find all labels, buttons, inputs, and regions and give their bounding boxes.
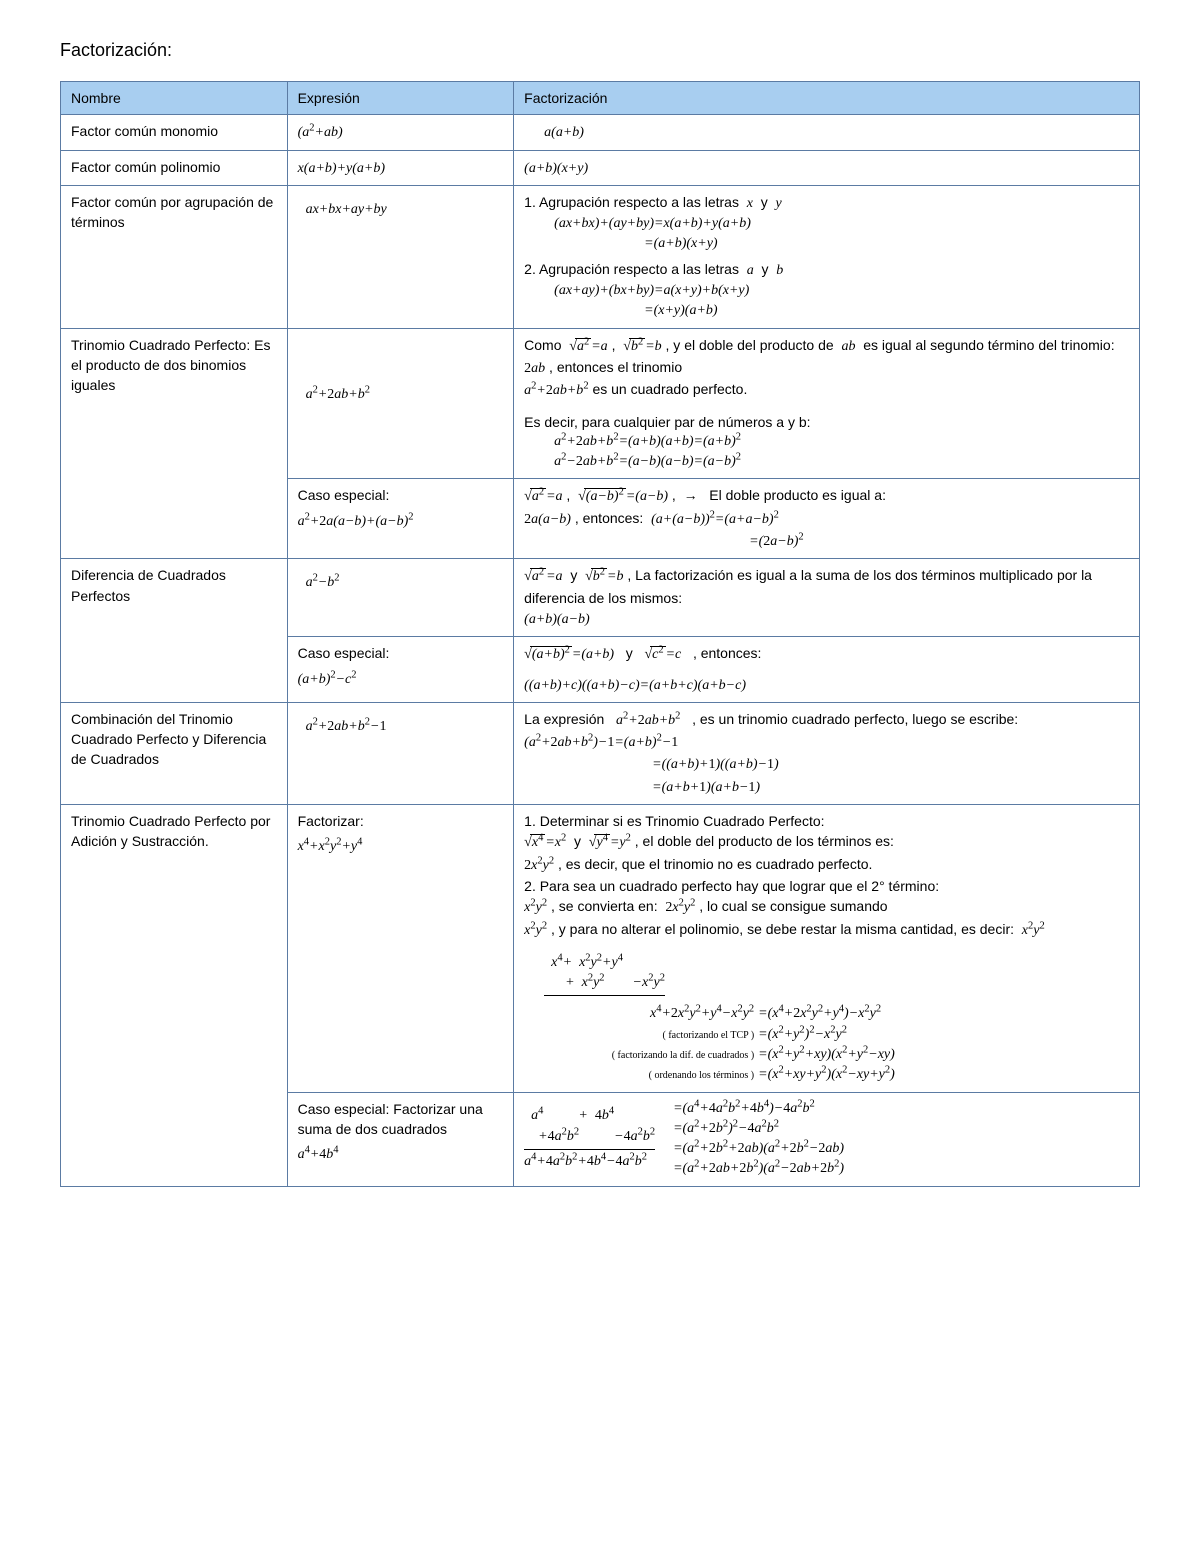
cell-expr: (a2+ab) (287, 115, 514, 150)
cell-expr: Caso especial: Factorizar una suma de do… (287, 1092, 514, 1186)
table-row: Trinomio Cuadrado Perfecto: Es el produc… (61, 328, 1140, 479)
cell-expr: a2−b2 (287, 559, 514, 637)
text: y (626, 645, 633, 661)
text: es igual al segundo término del trinomio… (863, 337, 1114, 353)
cell-name: Diferencia de Cuadrados Perfectos (61, 559, 288, 702)
text: , y para no alterar el polinomio, se deb… (551, 921, 1014, 937)
cell-name: Factor común por agrupación de términos (61, 185, 288, 328)
text: y (574, 833, 581, 849)
text: y (570, 567, 577, 583)
cell-fact: a(a+b) (514, 115, 1140, 150)
text: , entonces el trinomio (549, 359, 682, 375)
note: ( ordenando los términos ) (649, 1070, 755, 1081)
text: Como (524, 337, 561, 353)
factorize-label: Factorizar: (298, 811, 504, 831)
cell-name: Factor común polinomio (61, 150, 288, 185)
text: , lo cual se consigue sumando (699, 898, 887, 914)
text: La expresión (524, 711, 604, 727)
table-row: Factor común polinomio x(a+b)+y(a+b) (a+… (61, 150, 1140, 185)
text: Es decir, para cualquier par de números … (524, 414, 810, 430)
cell-fact: a2=a , (a−b)2=(a−b) , → El doble product… (514, 479, 1140, 559)
text: , entonces: (575, 510, 644, 526)
text: , y el doble del producto de (666, 337, 834, 353)
col-header-name: Nombre (61, 82, 288, 115)
cell-expr: Factorizar: x4+x2y2+y4 (287, 805, 514, 1093)
page-title: Factorización: (60, 40, 1140, 61)
text: , entonces: (693, 645, 762, 661)
table-row: Combinación del Trinomio Cuadrado Perfec… (61, 702, 1140, 804)
cell-fact: (a+b)(x+y) (514, 150, 1140, 185)
col-header-fact: Factorización (514, 82, 1140, 115)
text: es un cuadrado perfecto. (592, 381, 747, 397)
cell-fact: Como a2=a , b2=b , y el doble del produc… (514, 328, 1140, 479)
cell-fact: 1. Agrupación respecto a las letras x y … (514, 185, 1140, 328)
caso-label: Caso especial: (298, 485, 504, 505)
text: , el doble del producto de los términos … (635, 833, 894, 849)
cell-expr: Caso especial: (a+b)2−c2 (287, 637, 514, 703)
cell-name: Combinación del Trinomio Cuadrado Perfec… (61, 702, 288, 804)
note: ( factorizando la dif. de cuadrados ) (612, 1050, 754, 1061)
text: El doble producto es igual a: (709, 487, 886, 503)
text: 2. Para sea un cuadrado perfecto hay que… (524, 878, 939, 894)
cell-expr: ax+bx+ay+by (287, 185, 514, 328)
cell-name: Factor común monomio (61, 115, 288, 150)
caso-label: Caso especial: (298, 643, 504, 663)
table-row: Trinomio Cuadrado Perfecto por Adición y… (61, 805, 1140, 1093)
cell-name: Trinomio Cuadrado Perfecto: Es el produc… (61, 328, 288, 559)
cell-fact: a2=a y b2=b , La factorización es igual … (514, 559, 1140, 637)
cell-fact: 1. Determinar si es Trinomio Cuadrado Pe… (514, 805, 1140, 1093)
text: 2. Agrupación respecto a las letras (524, 261, 739, 277)
cell-fact: (a+b)2=(a+b) y c2=c , entonces: ((a+b)+c… (514, 637, 1140, 703)
cell-expr: Caso especial: a2+2a(a−b)+(a−b)2 (287, 479, 514, 559)
text: , es decir, que el trinomio no es cuadra… (558, 856, 872, 872)
factorization-table: Nombre Expresión Factorización Factor co… (60, 81, 1140, 1187)
col-header-expr: Expresión (287, 82, 514, 115)
table-header-row: Nombre Expresión Factorización (61, 82, 1140, 115)
table-row: Factor común por agrupación de términos … (61, 185, 1140, 328)
text: 1. Agrupación respecto a las letras (524, 194, 739, 210)
cell-name: Trinomio Cuadrado Perfecto por Adición y… (61, 805, 288, 1187)
cell-expr: x(a+b)+y(a+b) (287, 150, 514, 185)
note: ( factorizando el TCP ) (663, 1030, 755, 1041)
table-row: Factor común monomio (a2+ab) a(a+b) (61, 115, 1140, 150)
cell-fact: La expresión a2+2ab+b2 , es un trinomio … (514, 702, 1140, 804)
table-row: Diferencia de Cuadrados Perfectos a2−b2 … (61, 559, 1140, 637)
text: 1. Determinar si es Trinomio Cuadrado Pe… (524, 813, 824, 829)
text: , se convierta en: (551, 898, 658, 914)
cell-fact: a4 + 4b4 +4a2b2 −4a2b2 a4+4a2b2+4b4−4a2b… (514, 1092, 1140, 1186)
cell-expr: a2+2ab+b2 (287, 328, 514, 479)
text: , es un trinomio cuadrado perfecto, lueg… (692, 711, 1018, 727)
caso-label: Caso especial: Factorizar una suma de do… (298, 1099, 504, 1140)
cell-expr: a2+2ab+b2−1 (287, 702, 514, 804)
